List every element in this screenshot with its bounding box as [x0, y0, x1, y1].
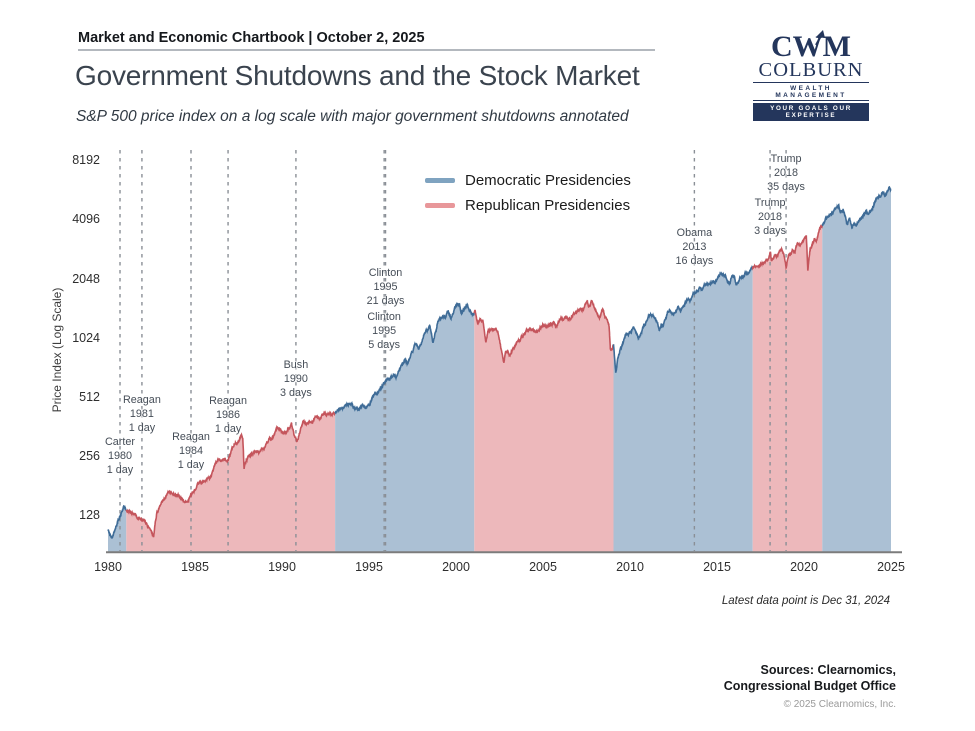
shutdown-year: 1980 — [107, 450, 133, 462]
shutdown-duration: 1 day — [128, 422, 156, 434]
legend-item-democratic: Democratic Presidencies — [425, 168, 631, 193]
presidency-area-D — [108, 506, 127, 552]
logo-arrow-icon — [815, 30, 825, 46]
logo-tagline: YOUR GOALS OUR EXPERTISE — [753, 102, 869, 121]
shutdown-year: 1995 — [373, 281, 398, 293]
y-tick-label: 128 — [79, 508, 100, 523]
shutdown-duration: 35 days — [767, 181, 805, 193]
shutdown-duration: 3 days — [754, 225, 786, 237]
shutdown-president: Bush — [283, 359, 309, 371]
x-tick-label: 2025 — [877, 560, 905, 574]
latest-data-note: Latest data point is Dec 31, 2024 — [721, 595, 890, 607]
shutdown-president: Reagan — [209, 395, 247, 407]
shutdown-duration: 1 day — [106, 464, 134, 476]
shutdown-year: 1984 — [178, 445, 203, 457]
y-tick-label: 8192 — [72, 153, 100, 168]
sources-line-2: Congressional Budget Office — [723, 679, 896, 693]
x-tick-label: 2010 — [616, 560, 644, 574]
price-line-D — [107, 504, 127, 540]
legend-label-democratic: Democratic Presidencies — [465, 172, 631, 189]
x-tick-label: 2015 — [703, 560, 731, 574]
x-tick-label: 1990 — [268, 560, 296, 574]
logo-division: WEALTH MANAGEMENT — [753, 82, 869, 101]
shutdown-annotation: Reagan 1986 1 day — [194, 394, 262, 436]
republican-swatch — [425, 203, 455, 208]
presidency-area-D — [613, 267, 753, 552]
shutdown-president: Clinton — [367, 311, 401, 323]
presidency-area-R — [474, 300, 614, 552]
shutdown-duration: 16 days — [675, 255, 714, 267]
shutdown-president: Trump — [754, 197, 786, 209]
sources-note: Sources: Clearnomics, Congressional Budg… — [724, 662, 896, 694]
shutdown-duration: 5 days — [368, 339, 401, 351]
shutdown-president: Obama — [676, 227, 713, 239]
shutdown-year: 2018 — [758, 211, 783, 223]
price-line-R — [125, 410, 336, 538]
page-title: Government Shutdowns and the Stock Marke… — [75, 60, 640, 91]
shutdown-duration: 1 day — [214, 423, 242, 435]
price-line-R — [751, 224, 824, 271]
shutdown-annotation: Obama 2013 16 days — [660, 226, 728, 268]
shutdown-president: Clinton — [368, 267, 403, 279]
y-tick-label: 512 — [79, 389, 100, 404]
y-axis-title: Price Index (Log Scale) — [50, 287, 64, 413]
presidency-area-R — [126, 412, 336, 552]
shutdown-president: Reagan — [172, 431, 210, 443]
shutdown-president: Trump — [770, 153, 802, 165]
shutdown-duration: 1 day — [177, 459, 205, 471]
shutdown-annotation: Carter 1980 1 day — [86, 435, 154, 477]
x-tick-label: 1980 — [94, 560, 122, 574]
sources-line-1: Sources: Clearnomics, — [760, 663, 896, 677]
logo-name: COLBURN — [758, 59, 864, 81]
cwm-logo: CWM COLBURN WEALTH MANAGEMENT YOUR GOALS… — [753, 30, 869, 121]
shutdown-annotation: Bush 1990 3 days — [262, 358, 330, 400]
presidency-area-D — [335, 303, 475, 552]
legend-item-republican: Republican Presidencies — [425, 193, 631, 218]
shutdown-annotation: Clinton 1995 21 days — [352, 266, 420, 308]
shutdown-annotation: Clinton 1995 5 days — [350, 310, 418, 352]
shutdown-duration: 3 days — [280, 387, 312, 399]
shutdown-year: 1990 — [283, 373, 308, 385]
shutdown-year: 1995 — [372, 325, 397, 337]
x-tick-label: 1985 — [181, 560, 209, 574]
copyright-note: © 2025 Clearnomics, Inc. — [783, 699, 896, 710]
price-line-D — [821, 185, 892, 230]
shutdown-president: Reagan — [123, 394, 161, 406]
x-tick-label: 2000 — [442, 560, 470, 574]
shutdown-annotation: Trump 2018 3 days — [736, 196, 804, 238]
shutdown-year: 2018 — [774, 167, 799, 179]
price-line-D — [612, 265, 754, 373]
y-tick-label: 1024 — [72, 330, 100, 345]
shutdown-president: Carter — [105, 436, 135, 448]
y-tick-label: 4096 — [72, 212, 100, 227]
y-tick-label: 2048 — [72, 271, 100, 286]
logo-monogram: CWM — [771, 30, 851, 63]
shutdown-year: 1986 — [216, 409, 241, 421]
shutdown-year: 1981 — [129, 408, 154, 420]
header-divider — [78, 49, 655, 51]
shutdown-annotation: Trump 2018 35 days — [752, 152, 820, 194]
shutdown-duration: 21 days — [366, 295, 405, 307]
page-subtitle: S&P 500 price index on a log scale with … — [76, 108, 629, 125]
shutdown-year: 2013 — [682, 241, 707, 253]
shutdown-annotation: Reagan 1981 1 day — [108, 393, 176, 435]
chart-legend: Democratic Presidencies Republican Presi… — [425, 168, 631, 218]
presidency-area-D — [822, 187, 891, 552]
y-tick-label: 256 — [79, 449, 100, 464]
x-tick-label: 2020 — [790, 560, 818, 574]
x-tick-label: 2005 — [529, 560, 557, 574]
x-tick-label: 1995 — [355, 560, 383, 574]
presidency-area-R — [752, 225, 823, 552]
shutdown-annotation: Reagan 1984 1 day — [157, 430, 225, 472]
legend-label-republican: Republican Presidencies — [465, 197, 631, 214]
price-line-D — [334, 301, 475, 415]
price-line-R — [473, 299, 615, 363]
democratic-swatch — [425, 178, 455, 183]
report-header: Market and Economic Chartbook | October … — [78, 30, 425, 46]
